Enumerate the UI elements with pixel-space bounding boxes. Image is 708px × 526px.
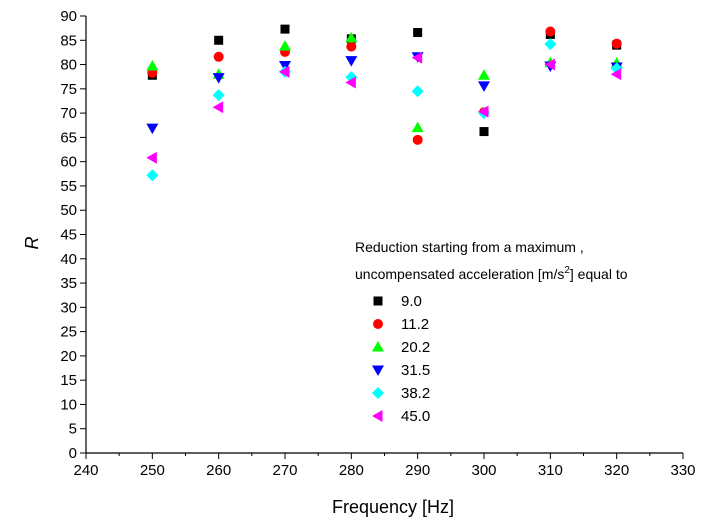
legend-label: 9.0 — [401, 293, 422, 310]
legend-label: 38.2 — [401, 385, 430, 402]
x-tick-label: 280 — [339, 462, 364, 479]
x-axis-title: Frequency [Hz] — [332, 497, 454, 517]
x-tick-label: 260 — [206, 462, 231, 479]
legend-marker — [373, 319, 383, 329]
legend-marker — [372, 365, 384, 376]
y-tick-label: 70 — [60, 105, 77, 122]
data-point — [212, 89, 225, 102]
data-point — [611, 38, 622, 49]
legend-title-line2-suffix: ] equal to — [570, 266, 628, 282]
y-tick-label: 15 — [60, 372, 77, 389]
y-tick-label: 30 — [60, 299, 77, 316]
legend-title-line1: Reduction starting from a maximum , — [355, 239, 584, 255]
data-point — [411, 85, 424, 98]
legend-marker — [372, 410, 383, 422]
legend-marker — [372, 387, 384, 399]
legend-label: 20.2 — [401, 339, 430, 356]
data-point — [412, 134, 423, 145]
x-tick-label: 250 — [140, 462, 165, 479]
x-tick-label: 240 — [73, 462, 98, 479]
data-point — [146, 169, 159, 182]
series-45-0 — [146, 51, 622, 164]
legend-title-line2-prefix: uncompensated acceleration [m/s — [355, 266, 564, 282]
data-point — [280, 24, 290, 34]
data-point — [411, 121, 424, 133]
x-tick-label: 330 — [670, 462, 695, 479]
data-point — [345, 56, 358, 67]
data-point — [214, 35, 224, 45]
x-tick-label: 270 — [272, 462, 297, 479]
y-tick-label: 0 — [69, 445, 77, 462]
y-tick-label: 20 — [60, 348, 77, 365]
axes — [85, 16, 683, 454]
data-point — [479, 127, 489, 137]
y-tick-label: 45 — [60, 227, 77, 244]
data-point — [610, 68, 622, 81]
data-point — [212, 73, 225, 84]
y-tick-label: 90 — [60, 8, 77, 25]
y-tick-label: 85 — [60, 32, 77, 49]
data-point — [478, 69, 490, 80]
x-tick-label: 320 — [604, 462, 629, 479]
y-tick-label: 80 — [60, 57, 77, 74]
data-point — [146, 151, 157, 164]
legend: Reduction starting from a maximum , unco… — [355, 239, 628, 425]
data-point — [478, 81, 490, 92]
x-tick-label: 290 — [405, 462, 430, 479]
y-tick-label: 5 — [69, 421, 77, 438]
data-point — [544, 38, 557, 51]
data-point — [279, 65, 290, 78]
y-axis-title: R — [22, 237, 42, 250]
data-point — [545, 26, 556, 37]
ticks: 240 250 260 270 280 290 300 310 320 3300510152025… — [60, 8, 695, 479]
data-point — [146, 123, 159, 135]
data-point — [346, 41, 357, 52]
y-tick-label: 60 — [60, 154, 77, 171]
data-point — [212, 101, 224, 114]
legend-label: 11.2 — [401, 316, 429, 333]
y-tick-label: 65 — [60, 129, 77, 146]
y-tick-label: 75 — [60, 81, 77, 98]
data-point — [213, 51, 224, 62]
legend-label: 31.5 — [401, 362, 430, 379]
data-marks — [146, 24, 623, 182]
data-point — [413, 28, 423, 38]
legend-title-line2: uncompensated acceleration [m/s2] equal … — [355, 265, 628, 282]
data-point — [544, 58, 555, 71]
y-tick-label: 50 — [60, 202, 77, 219]
legend-marker — [372, 341, 384, 352]
y-tick-label: 10 — [60, 396, 77, 413]
x-tick-label: 300 — [471, 462, 496, 479]
legend-items: 9.0 11.2 20.2 31.5 38.2 45.0 — [372, 293, 430, 425]
data-point — [478, 105, 489, 118]
y-tick-label: 35 — [60, 275, 77, 292]
y-tick-label: 55 — [60, 178, 77, 195]
data-point — [279, 40, 291, 51]
legend-title-line2-sup: 2 — [564, 265, 570, 276]
data-point — [345, 31, 358, 43]
legend-label: 45.0 — [401, 408, 430, 425]
x-tick-label: 310 — [538, 462, 563, 479]
legend-marker — [373, 296, 383, 306]
y-tick-label: 25 — [60, 324, 77, 341]
y-tick-label: 40 — [60, 251, 77, 268]
data-point — [345, 76, 356, 89]
data-point — [411, 51, 423, 64]
data-point — [146, 60, 159, 71]
